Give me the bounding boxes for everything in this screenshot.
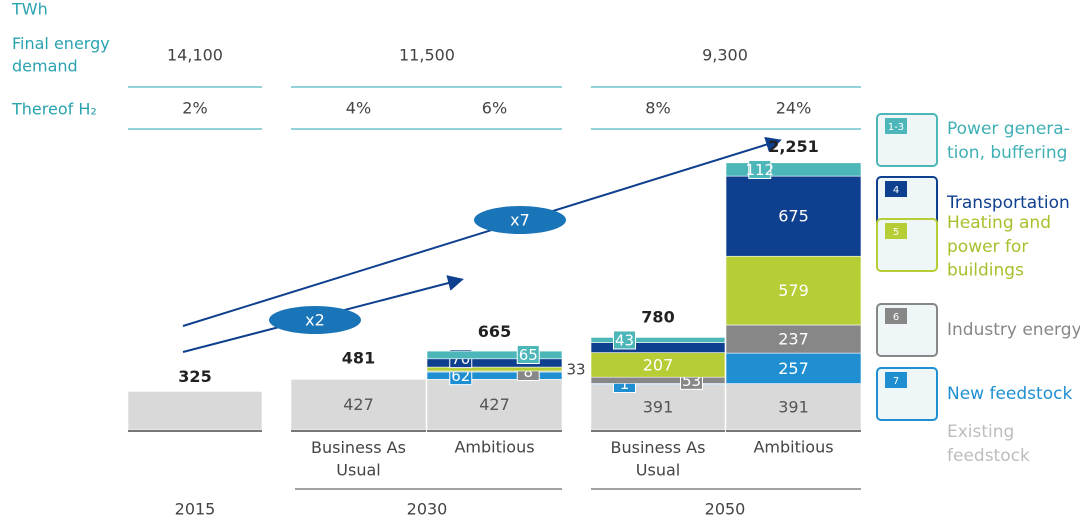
legend-label: Transportation bbox=[946, 193, 1070, 213]
bar-segment bbox=[426, 379, 563, 431]
demand-value: 9,300 bbox=[702, 46, 748, 65]
segment-label: 257 bbox=[778, 359, 809, 378]
legend-icon-badge bbox=[885, 223, 907, 239]
segment-label: 675 bbox=[778, 207, 809, 226]
total-label: 2,251 bbox=[768, 137, 819, 156]
bar-segment bbox=[725, 255, 862, 326]
segment-label: 391 bbox=[778, 397, 809, 416]
group-label: 2030 bbox=[407, 500, 448, 519]
legend-icon-label: 4 bbox=[893, 185, 899, 196]
label-box bbox=[613, 330, 636, 350]
legend-icon-label: 5 bbox=[893, 227, 899, 238]
label-box bbox=[748, 159, 772, 179]
bar-segment bbox=[590, 342, 726, 353]
demand-label: Final energy demand bbox=[12, 34, 110, 75]
segment-label: 43 bbox=[615, 331, 634, 349]
bar-segment bbox=[725, 324, 862, 354]
unit: TWh bbox=[11, 0, 48, 19]
total-label: 325 bbox=[178, 367, 211, 386]
bar-segment bbox=[426, 371, 563, 380]
legend-icon-badge bbox=[885, 372, 907, 388]
bar-segment bbox=[426, 350, 563, 360]
bar-segment bbox=[590, 376, 726, 384]
annotation: x2 bbox=[305, 311, 325, 330]
legend-label: Existing feedstock bbox=[947, 422, 1030, 466]
bar-segment bbox=[426, 366, 563, 372]
legend-label: Power genera-tion, buffering bbox=[947, 119, 1070, 163]
legend-icon-badge bbox=[885, 181, 907, 197]
legend-icon-badge bbox=[885, 308, 907, 324]
total-label: 780 bbox=[641, 307, 674, 326]
category-label: Business As Usual bbox=[611, 438, 706, 479]
bar-segment bbox=[127, 391, 263, 431]
share-value: 4% bbox=[346, 99, 371, 118]
bar-segment bbox=[290, 379, 427, 431]
total-label: 481 bbox=[342, 348, 375, 367]
label-box bbox=[516, 344, 540, 364]
segment-label: 8 bbox=[523, 363, 533, 381]
legend-icon-label: 1-3 bbox=[888, 122, 904, 133]
annotation: x7 bbox=[510, 211, 530, 230]
bar-segment bbox=[590, 337, 726, 343]
legend-label: New feedstock bbox=[947, 384, 1072, 404]
total-label: 665 bbox=[478, 322, 511, 341]
bar-segment bbox=[426, 358, 563, 368]
category-label: Ambitious bbox=[753, 438, 833, 457]
segment-label: 65 bbox=[519, 346, 538, 364]
legend-icon-badge bbox=[885, 118, 907, 134]
share-value: 24% bbox=[776, 99, 812, 118]
share-value: 8% bbox=[645, 99, 670, 118]
segment-label: 1 bbox=[620, 375, 630, 393]
segment-label: 391 bbox=[643, 397, 674, 416]
segment-label: 427 bbox=[479, 395, 510, 414]
segment-label: 237 bbox=[778, 330, 809, 349]
demand-value: 14,100 bbox=[167, 46, 223, 65]
share-label: Thereof H₂ bbox=[11, 100, 97, 119]
legend-icon-label: 7 bbox=[893, 376, 899, 387]
x2-badge bbox=[269, 306, 361, 334]
legend-icon-label: 6 bbox=[893, 312, 899, 323]
segment-label: 112 bbox=[745, 161, 774, 179]
demand-value: 11,500 bbox=[399, 46, 455, 65]
legend-label: Heating and power for buildings bbox=[947, 213, 1051, 281]
segment-label: 33 bbox=[566, 361, 585, 379]
group-label: 2050 bbox=[705, 500, 746, 519]
share-value: 2% bbox=[182, 99, 207, 118]
share-value: 6% bbox=[482, 99, 507, 118]
legend-label: Industry energy bbox=[947, 320, 1080, 340]
header-rules bbox=[128, 86, 861, 490]
segment-label: 207 bbox=[643, 355, 674, 374]
bar-segment bbox=[725, 175, 862, 257]
segment-label: 427 bbox=[343, 395, 374, 414]
category-label: Business As Usual bbox=[311, 438, 406, 479]
group-label: 2015 bbox=[175, 500, 216, 519]
x7-badge bbox=[474, 206, 566, 234]
segment-label: 579 bbox=[778, 281, 809, 300]
category-label: Ambitious bbox=[454, 438, 534, 457]
